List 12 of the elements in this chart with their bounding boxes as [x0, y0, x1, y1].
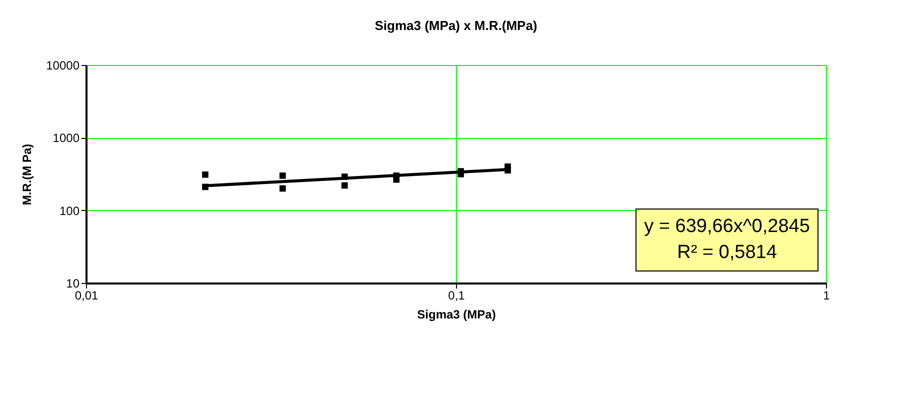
annotation: y = 639,66x^0,2845: [644, 216, 810, 237]
y-axis-title: M.R.(M Pa): [20, 144, 34, 206]
x-tick-label: 0,1: [448, 288, 466, 302]
y-tick-label: 10: [66, 276, 80, 290]
y-tick-label: 100: [59, 204, 80, 218]
x-axis-title: Sigma3 (MPa): [417, 308, 496, 322]
chart-title: Sigma3 (MPa) x M.R.(MPa): [374, 18, 538, 33]
y-tick-label: 1000: [52, 131, 80, 146]
y-tick-label: 10000: [46, 58, 80, 72]
x-tick-label: 1: [823, 288, 830, 302]
annotation: R² = 0,5814: [677, 242, 778, 263]
x-tick-label: 0,01: [74, 288, 98, 302]
